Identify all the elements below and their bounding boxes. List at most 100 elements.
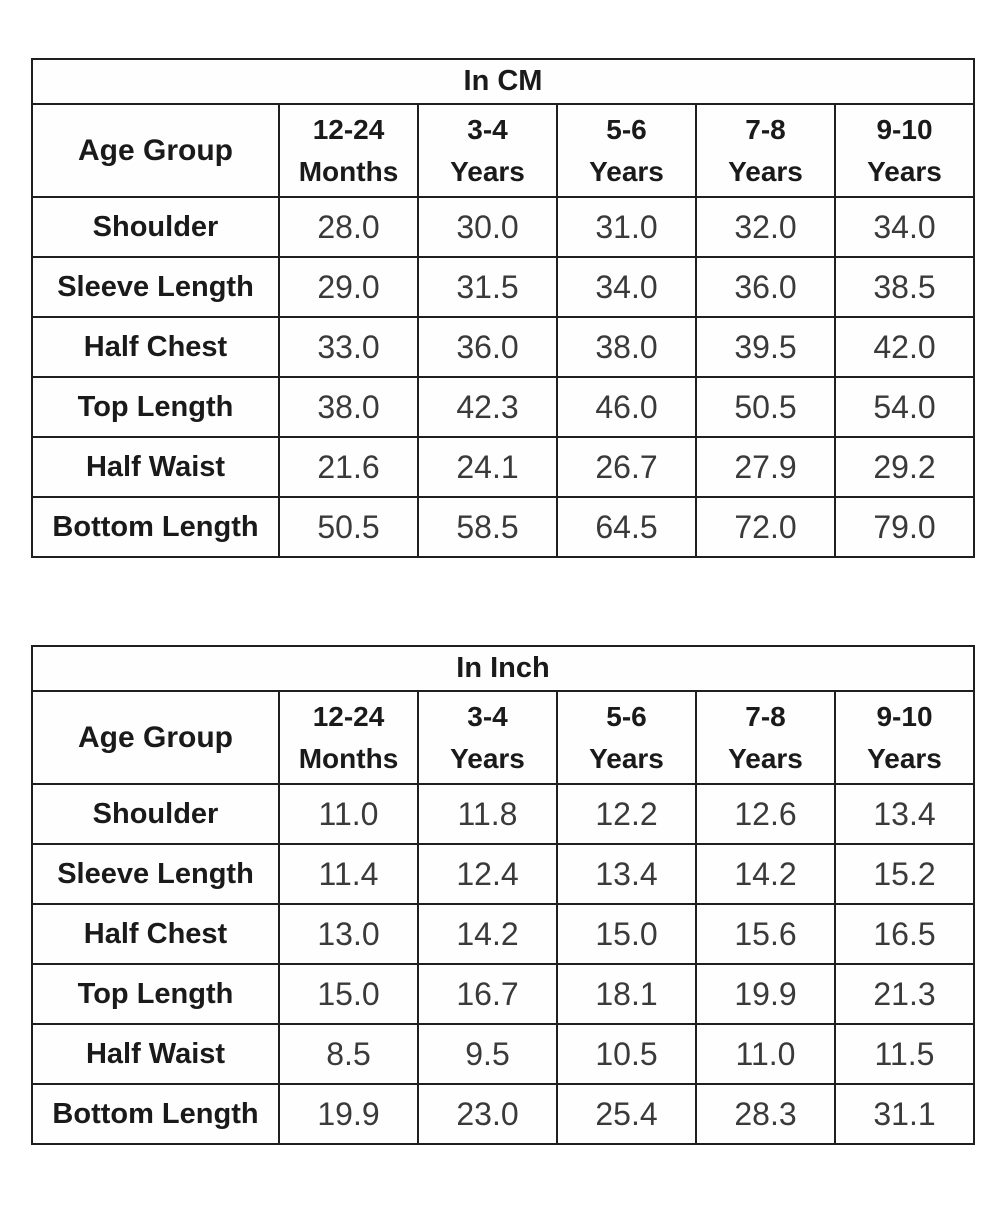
row-label: Top Length xyxy=(31,963,280,1025)
cell-value: 34.0 xyxy=(834,196,975,258)
cell-value: 36.0 xyxy=(695,256,836,318)
cell-value: 12.4 xyxy=(417,843,558,905)
table-title-row: In CM xyxy=(31,58,975,105)
cell-value: 46.0 xyxy=(556,376,697,438)
cell-value: 21.3 xyxy=(834,963,975,1025)
cell-value: 13.4 xyxy=(556,843,697,905)
cell-value: 10.5 xyxy=(556,1023,697,1085)
cell-value: 11.5 xyxy=(834,1023,975,1085)
cell-value: 36.0 xyxy=(417,316,558,378)
cell-value: 13.4 xyxy=(834,783,975,845)
cell-value: 79.0 xyxy=(834,496,975,558)
cell-value: 54.0 xyxy=(834,376,975,438)
column-header-row: Age Group 12-24 Months 3-4 Years 5-6 Years 7… xyxy=(31,690,975,785)
row-label: Bottom Length xyxy=(31,1083,280,1145)
table-title: In CM xyxy=(31,58,975,105)
cell-value: 38.0 xyxy=(278,376,419,438)
cell-value: 39.5 xyxy=(695,316,836,378)
table-title: In Inch xyxy=(31,645,975,692)
table-row: Top Length 15.0 16.7 18.1 19.9 21.3 xyxy=(31,963,975,1025)
cell-value: 11.0 xyxy=(695,1023,836,1085)
row-label: Bottom Length xyxy=(31,496,280,558)
cell-value: 12.6 xyxy=(695,783,836,845)
cell-value: 24.1 xyxy=(417,436,558,498)
table-row: Shoulder 11.0 11.8 12.2 12.6 13.4 xyxy=(31,783,975,845)
cell-value: 15.6 xyxy=(695,903,836,965)
row-label: Half Chest xyxy=(31,903,280,965)
cell-value: 16.5 xyxy=(834,903,975,965)
row-label: Half Waist xyxy=(31,436,280,498)
table-row: Top Length 38.0 42.3 46.0 50.5 54.0 xyxy=(31,376,975,438)
age-column-header: 12-24 Months xyxy=(278,690,419,785)
age-column-header: 7-8 Years xyxy=(695,103,836,198)
cell-value: 72.0 xyxy=(695,496,836,558)
cell-value: 11.4 xyxy=(278,843,419,905)
cell-value: 28.3 xyxy=(695,1083,836,1145)
cell-value: 15.0 xyxy=(278,963,419,1025)
size-table-cm: In CM Age Group 12-24 Months 3-4 Years 5-6 Y… xyxy=(31,58,975,558)
cell-value: 38.0 xyxy=(556,316,697,378)
cell-value: 31.5 xyxy=(417,256,558,318)
age-column-header: 3-4 Years xyxy=(417,103,558,198)
table-row: Sleeve Length 29.0 31.5 34.0 36.0 38.5 xyxy=(31,256,975,318)
cell-value: 14.2 xyxy=(695,843,836,905)
age-column-header: 9-10 Years xyxy=(834,103,975,198)
cell-value: 26.7 xyxy=(556,436,697,498)
cell-value: 42.3 xyxy=(417,376,558,438)
age-column-header: 12-24 Months xyxy=(278,103,419,198)
cell-value: 11.8 xyxy=(417,783,558,845)
cell-value: 38.5 xyxy=(834,256,975,318)
cell-value: 14.2 xyxy=(417,903,558,965)
cell-value: 27.9 xyxy=(695,436,836,498)
row-label: Shoulder xyxy=(31,196,280,258)
age-column-header: 5-6 Years xyxy=(556,103,697,198)
cell-value: 21.6 xyxy=(278,436,419,498)
cell-value: 50.5 xyxy=(278,496,419,558)
cell-value: 42.0 xyxy=(834,316,975,378)
age-column-header: 3-4 Years xyxy=(417,690,558,785)
cell-value: 15.0 xyxy=(556,903,697,965)
cell-value: 31.1 xyxy=(834,1083,975,1145)
age-column-header: 9-10 Years xyxy=(834,690,975,785)
age-column-header: 7-8 Years xyxy=(695,690,836,785)
cell-value: 19.9 xyxy=(695,963,836,1025)
cell-value: 19.9 xyxy=(278,1083,419,1145)
cell-value: 8.5 xyxy=(278,1023,419,1085)
cell-value: 12.2 xyxy=(556,783,697,845)
row-label: Shoulder xyxy=(31,783,280,845)
cell-value: 33.0 xyxy=(278,316,419,378)
table-row: Half Chest 33.0 36.0 38.0 39.5 42.0 xyxy=(31,316,975,378)
table-row: Sleeve Length 11.4 12.4 13.4 14.2 15.2 xyxy=(31,843,975,905)
size-table-inch: In Inch Age Group 12-24 Months 3-4 Years 5-6… xyxy=(31,645,975,1145)
row-label: Top Length xyxy=(31,376,280,438)
age-group-header: Age Group xyxy=(31,103,280,198)
row-label: Half Chest xyxy=(31,316,280,378)
age-group-header: Age Group xyxy=(31,690,280,785)
cell-value: 58.5 xyxy=(417,496,558,558)
cell-value: 9.5 xyxy=(417,1023,558,1085)
column-header-row: Age Group 12-24 Months 3-4 Years 5-6 Years 7… xyxy=(31,103,975,198)
cell-value: 29.2 xyxy=(834,436,975,498)
table-row: Bottom Length 50.5 58.5 64.5 72.0 79.0 xyxy=(31,496,975,558)
cell-value: 18.1 xyxy=(556,963,697,1025)
cell-value: 25.4 xyxy=(556,1083,697,1145)
age-column-header: 5-6 Years xyxy=(556,690,697,785)
table-row: Half Waist 21.6 24.1 26.7 27.9 29.2 xyxy=(31,436,975,498)
row-label: Sleeve Length xyxy=(31,256,280,318)
row-label: Sleeve Length xyxy=(31,843,280,905)
table-row: Half Waist 8.5 9.5 10.5 11.0 11.5 xyxy=(31,1023,975,1085)
cell-value: 34.0 xyxy=(556,256,697,318)
cell-value: 64.5 xyxy=(556,496,697,558)
cell-value: 23.0 xyxy=(417,1083,558,1145)
cell-value: 15.2 xyxy=(834,843,975,905)
cell-value: 29.0 xyxy=(278,256,419,318)
cell-value: 28.0 xyxy=(278,196,419,258)
cell-value: 11.0 xyxy=(278,783,419,845)
row-label: Half Waist xyxy=(31,1023,280,1085)
cell-value: 30.0 xyxy=(417,196,558,258)
cell-value: 16.7 xyxy=(417,963,558,1025)
table-row: Shoulder 28.0 30.0 31.0 32.0 34.0 xyxy=(31,196,975,258)
cell-value: 32.0 xyxy=(695,196,836,258)
cell-value: 50.5 xyxy=(695,376,836,438)
table-title-row: In Inch xyxy=(31,645,975,692)
